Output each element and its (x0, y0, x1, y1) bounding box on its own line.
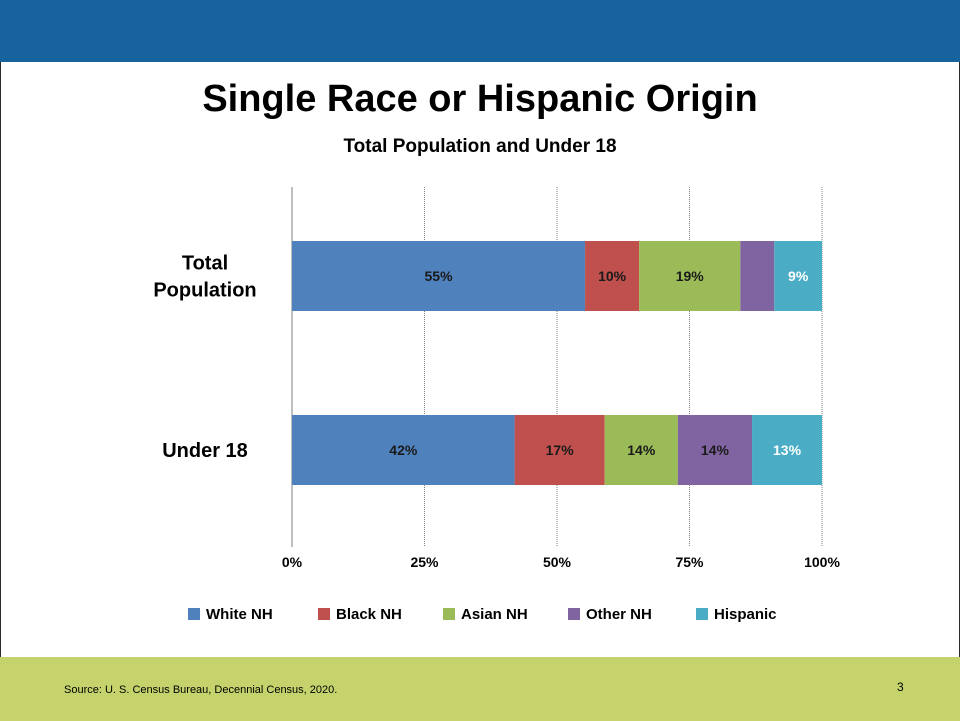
x-tick-label: 25% (410, 554, 439, 570)
x-tick-label: 50% (543, 554, 572, 570)
data-label: 10% (598, 268, 627, 284)
legend-label: Hispanic (714, 606, 777, 623)
x-tick-label: 0% (282, 554, 303, 570)
category-label-line: Population (153, 280, 256, 302)
legend-swatch-hispanic (696, 608, 708, 620)
bar-segment-white-nh (292, 241, 586, 311)
stacked-bar-chart: 0% 25% 50% 75% 100% 55% 10% 19% 9% Total Populatio… (153, 187, 840, 623)
legend-label: Black NH (336, 606, 402, 623)
data-label: 14% (701, 442, 730, 458)
data-label: 14% (627, 442, 656, 458)
legend-swatch-black-nh (318, 608, 330, 620)
header-band (0, 0, 960, 62)
legend-label: Asian NH (461, 606, 528, 623)
bar-segment-hispanic (752, 415, 822, 485)
x-tick-label: 75% (675, 554, 704, 570)
data-label: 13% (773, 442, 802, 458)
x-tick-label: 100% (804, 554, 840, 570)
footer-band (0, 657, 960, 721)
source-note: Source: U. S. Census Bureau, Decennial C… (64, 684, 338, 696)
data-label: 42% (389, 442, 418, 458)
bar-segment-black-nh (514, 415, 605, 485)
legend-label: White NH (206, 606, 273, 623)
bar-segment-black-nh (585, 241, 640, 311)
category-label-line: Under 18 (162, 440, 248, 462)
bar-segment-asian-nh (639, 241, 741, 311)
bar-segment-other-nh (677, 415, 753, 485)
bar-segment-asian-nh (604, 415, 678, 485)
legend-label: Other NH (586, 606, 652, 623)
data-label: 9% (788, 268, 809, 284)
category-label-line: Total (182, 253, 228, 275)
page-number: 3 (897, 680, 904, 694)
category-label: Total Population (153, 253, 256, 302)
chart-subtitle: Total Population and Under 18 (343, 136, 617, 157)
data-label: 55% (425, 268, 454, 284)
bar-segment-other-nh (740, 241, 775, 311)
data-label: 17% (546, 442, 575, 458)
chart-title: Single Race or Hispanic Origin (202, 78, 758, 120)
category-label: Under 18 (162, 440, 248, 462)
bar-segment-hispanic (774, 241, 822, 311)
bar-segment-white-nh (292, 415, 515, 485)
legend-swatch-other-nh (568, 608, 580, 620)
legend-swatch-white-nh (188, 608, 200, 620)
data-label: 19% (676, 268, 705, 284)
legend-swatch-asian-nh (443, 608, 455, 620)
